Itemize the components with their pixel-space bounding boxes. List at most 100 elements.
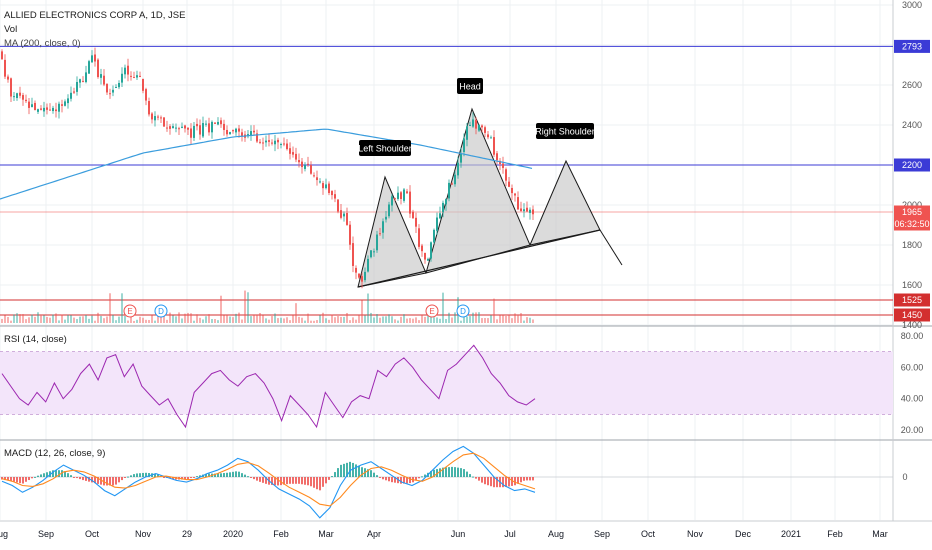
volume-bar [172, 315, 174, 323]
volume-bar [355, 319, 357, 323]
volume-bar [385, 316, 387, 323]
candle-body [40, 108, 42, 110]
macd-histogram-bar [262, 477, 264, 483]
volume-bar [334, 317, 336, 323]
macd-histogram-bar [40, 474, 42, 477]
candle-body [103, 75, 105, 85]
volume-bar [352, 317, 354, 323]
volume-bar [520, 313, 522, 323]
x-axis-tick-label: Feb [273, 529, 289, 539]
macd-histogram-bar [460, 468, 462, 477]
macd-histogram-bar [409, 477, 411, 484]
macd-histogram-bar [121, 477, 123, 481]
pattern-triangle [425, 107, 531, 274]
candle-body [364, 271, 366, 281]
candle-body [472, 119, 474, 127]
volume-bar [55, 313, 57, 323]
candle-body [379, 233, 381, 235]
volume-bar [499, 315, 501, 323]
candle-body [229, 132, 231, 135]
volume-bar [517, 315, 519, 323]
macd-histogram-bar [502, 477, 504, 488]
macd-histogram-bar [505, 477, 507, 487]
macd-histogram-bar [223, 473, 225, 477]
ma-label: MA (200, close, 0) [4, 38, 81, 49]
macd-histogram-bar [391, 477, 393, 483]
volume-bar [244, 290, 246, 323]
macd-histogram-bar [448, 467, 450, 477]
rsi-axis-tick-label: 60.00 [901, 362, 924, 372]
candle-body [412, 211, 414, 219]
candle-body [73, 91, 75, 93]
volume-bar [529, 317, 531, 323]
macd-histogram-bar [67, 473, 69, 477]
candle-body [238, 128, 240, 132]
candle-body [163, 117, 165, 127]
macd-histogram-bar [292, 477, 294, 484]
price-axis-tick-label: 1600 [902, 280, 922, 290]
macd-histogram-bar [256, 477, 258, 481]
price-axis-tick-label: 1800 [902, 240, 922, 250]
candle-body [172, 126, 174, 129]
candle-body [322, 183, 324, 189]
volume-bar [88, 318, 90, 323]
macd-histogram-bar [43, 473, 45, 477]
macd-histogram-bar [106, 477, 108, 486]
volume-bar [502, 315, 504, 323]
volume-bar [460, 320, 462, 323]
macd-histogram-bar [220, 473, 222, 477]
candle-body [484, 127, 486, 133]
volume-bar [508, 315, 510, 323]
volume-bar [148, 320, 150, 323]
volume-bar [193, 320, 195, 323]
rsi-panel [0, 344, 893, 429]
macd-histogram-bar [142, 472, 144, 477]
macd-histogram-bar [187, 477, 189, 480]
candle-body [403, 189, 405, 201]
projection-line [599, 229, 623, 266]
candle-body [241, 132, 243, 136]
candle-body [382, 221, 384, 233]
ma200-line [0, 128, 533, 200]
macd-axis-tick-label: 0 [902, 472, 907, 482]
candle-body [127, 65, 129, 75]
macd-histogram-bar [229, 472, 231, 477]
price-badge [894, 39, 930, 53]
volume-bar [58, 320, 60, 323]
volume-bar [319, 315, 321, 323]
volume-bar [403, 314, 405, 323]
candle-body [451, 183, 453, 185]
volume-bar [100, 315, 102, 323]
macd-histogram-bar [31, 477, 33, 479]
macd-histogram-bar [304, 477, 306, 485]
macd-histogram-bar [463, 469, 465, 477]
candle-body [460, 153, 462, 163]
macd-histogram-bar [196, 476, 198, 478]
volume-bar [496, 319, 498, 323]
macd-histogram-bar [46, 472, 48, 477]
candle-body [67, 98, 69, 104]
macd-histogram-bar [346, 462, 348, 477]
candle-body [169, 126, 171, 129]
volume-bar [364, 315, 366, 323]
macd-histogram-bar [241, 473, 243, 477]
annotation-label: Left Shoulder [358, 144, 412, 154]
candle-body [106, 83, 108, 93]
volume-bar [421, 314, 423, 323]
price-badge-label: 1450 [902, 310, 922, 320]
x-axis-tick-label: 29 [182, 529, 192, 539]
macd-histogram-bar [376, 475, 378, 477]
annotation-label: Right Shoulder [535, 127, 595, 137]
macd-histogram-bar [517, 477, 519, 484]
macd-histogram-bar [295, 477, 297, 484]
volume-bar [433, 317, 435, 323]
volume-bar [526, 317, 528, 323]
volume-bar [64, 319, 66, 323]
candle-body [370, 250, 372, 258]
macd-histogram-bar [13, 477, 15, 482]
volume-bar [220, 295, 222, 323]
candle-body [313, 175, 315, 177]
candle-body [148, 101, 150, 115]
